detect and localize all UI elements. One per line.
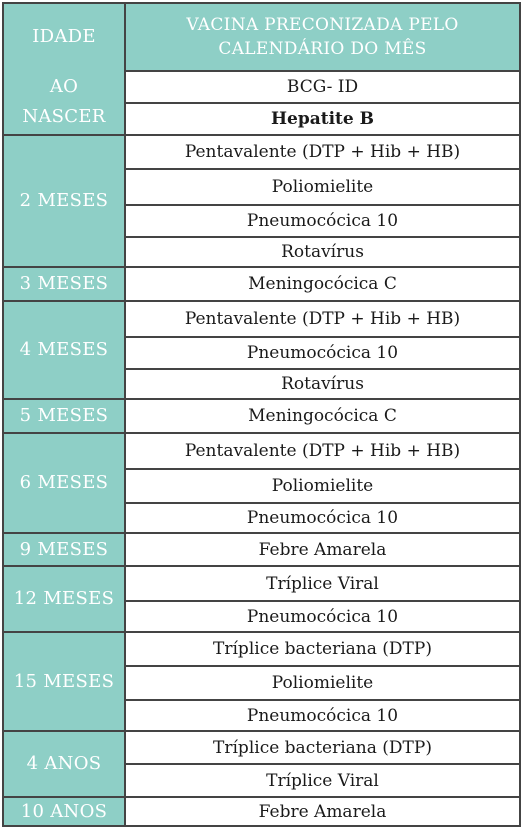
age-label: 4 MESES [19, 339, 109, 360]
age-birth-line2: NASCER [22, 106, 106, 127]
age-birth-line1: AO [49, 76, 79, 97]
age-cell: 6 MESES [4, 432, 124, 532]
age-label: 12 MESES [13, 588, 115, 609]
vaccine-cell: Hepatite B [126, 102, 519, 134]
age-cell: 10 ANOS [4, 796, 124, 825]
vaccine-cell: Poliomielite [126, 665, 519, 699]
vaccine-cell: Tríplice bacteriana (DTP) [126, 730, 519, 763]
age-column: IDADE AO NASCER 2 MESES 3 MESES 4 MESES … [4, 4, 124, 825]
age-cell: 4 ANOS [4, 730, 124, 796]
age-label: 3 MESES [19, 273, 109, 294]
age-cell: 12 MESES [4, 565, 124, 631]
age-label: 9 MESES [19, 538, 109, 560]
vaccine-cell: Poliomielite [126, 468, 519, 502]
vaccine-header: VACINA PRECONIZADA PELO CALENDÁRIO DO MÊ… [126, 4, 519, 70]
age-cell: 4 MESES [4, 300, 124, 398]
vaccine-cell: Pneumocócica 10 [126, 502, 519, 532]
vaccine-cell: Rotavírus [126, 236, 519, 266]
age-cell: 2 MESES [4, 134, 124, 266]
vaccine-cell: Febre Amarela [126, 796, 519, 825]
age-label: 6 MESES [19, 472, 109, 493]
vaccine-cell: Pneumocócica 10 [126, 600, 519, 631]
age-cell-birth: AO NASCER [4, 70, 124, 134]
vaccine-cell: Pneumocócica 10 [126, 699, 519, 730]
age-label: 4 ANOS [26, 753, 102, 774]
vaccine-cell: Pneumocócica 10 [126, 336, 519, 368]
vaccine-cell: Pentavalente (DTP + Hib + HB) [126, 432, 519, 468]
vaccine-cell: Pneumocócica 10 [126, 204, 519, 236]
vaccine-cell: Meningocócica C [126, 398, 519, 432]
vaccine-cell: Tríplice Viral [126, 565, 519, 600]
age-label: 5 MESES [19, 405, 109, 426]
vaccine-column: VACINA PRECONIZADA PELO CALENDÁRIO DO MÊ… [124, 4, 519, 825]
vaccine-cell: Meningocócica C [126, 266, 519, 300]
age-cell: 3 MESES [4, 266, 124, 300]
vaccine-cell: Poliomielite [126, 168, 519, 204]
vaccine-header-line1: VACINA PRECONIZADA PELO [186, 15, 459, 35]
vaccine-cell: Tríplice Viral [126, 763, 519, 796]
age-cell: 15 MESES [4, 631, 124, 730]
vaccine-cell: BCG- ID [126, 70, 519, 102]
age-cell: 5 MESES [4, 398, 124, 432]
age-label: 2 MESES [19, 190, 109, 211]
vaccine-cell: Pentavalente (DTP + Hib + HB) [126, 134, 519, 168]
age-label: 15 MESES [13, 670, 115, 692]
age-label: 10 ANOS [20, 800, 108, 822]
age-header-label: IDADE [32, 26, 96, 47]
vaccine-header-line2: CALENDÁRIO DO MÊS [218, 39, 427, 59]
vaccine-cell: Febre Amarela [126, 532, 519, 565]
vaccine-cell: Rotavírus [126, 368, 519, 398]
age-cell: 9 MESES [4, 532, 124, 565]
vaccine-cell: Tríplice bacteriana (DTP) [126, 631, 519, 665]
age-header: IDADE [4, 4, 124, 70]
vaccine-cell: Pentavalente (DTP + Hib + HB) [126, 300, 519, 336]
